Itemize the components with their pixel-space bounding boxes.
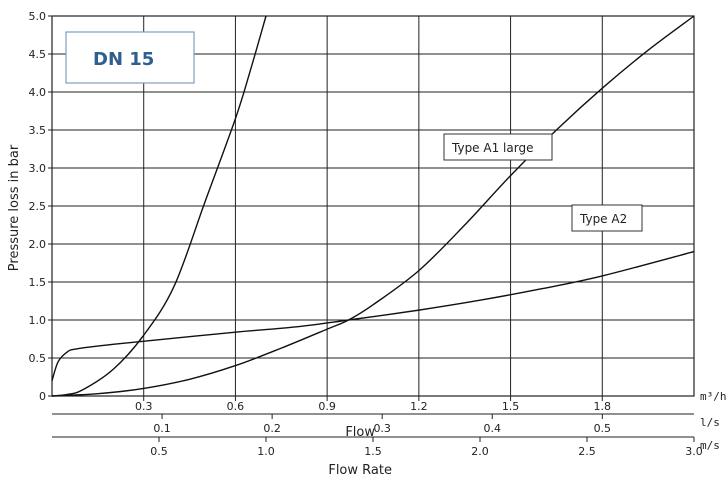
x-axis-unit: l/s xyxy=(700,416,720,429)
y-tick-label: 1.5 xyxy=(29,276,47,289)
x-tick-label: 0.2 xyxy=(263,422,281,435)
type-a1-large-label: Type A1 large xyxy=(451,141,533,155)
x-tick-label: 0.5 xyxy=(594,422,612,435)
x-tick-label: 1.2 xyxy=(410,400,428,413)
x-tick-label: 0.3 xyxy=(373,422,391,435)
x-tick-label: 3.0 xyxy=(685,445,703,458)
type-a1-large-curve xyxy=(51,15,695,397)
x-tick-label: 0.5 xyxy=(150,445,168,458)
x-tick-label: 1.0 xyxy=(257,445,275,458)
y-tick-label: 5.0 xyxy=(29,10,47,23)
x-tick-label: 2.0 xyxy=(471,445,489,458)
x-tick-label: 0.3 xyxy=(135,400,153,413)
x-axis-title: Flow Rate xyxy=(328,463,392,478)
x-tick-label: 1.5 xyxy=(364,445,382,458)
dn-badge-label: DN 15 xyxy=(93,49,154,70)
y-tick-labels: 0 0.5 1.0 1.5 2.0 2.5 3.0 3.5 4.0 4.5 5.0 xyxy=(29,10,47,403)
x-tick-label: 1.5 xyxy=(502,400,520,413)
x-axis-title: Flow xyxy=(345,425,375,440)
x-tick-label: 0.1 xyxy=(153,422,171,435)
curves xyxy=(51,15,695,397)
type-a2-label: Type A2 xyxy=(579,212,627,226)
dn-badge-box xyxy=(65,31,195,84)
y-tick-label: 3.5 xyxy=(29,124,47,137)
y-tick-label: 4.0 xyxy=(29,86,47,99)
y-tick-label: 4.5 xyxy=(29,48,47,61)
x-tick-label: 0.6 xyxy=(227,400,245,413)
x-tick-label: 1.8 xyxy=(594,400,612,413)
y-tick-label: 1.0 xyxy=(29,314,47,327)
type-a2-curve xyxy=(51,250,695,382)
y-tick-label: 2.5 xyxy=(29,200,47,213)
y-tick-label: 0 xyxy=(39,390,46,403)
x-axis-unit: m³/h xyxy=(700,390,727,403)
type-a1-large-label-box xyxy=(443,133,553,161)
x-tick-label: 2.5 xyxy=(578,445,596,458)
x-tick-label: 0.9 xyxy=(318,400,336,413)
y-tick-label: 0.5 xyxy=(29,352,47,365)
y-tick-label: 3.0 xyxy=(29,162,47,175)
x-tick-label: 0.4 xyxy=(484,422,502,435)
x-axes: 0.3 0.6 0.9 1.2 1.5 1.8 m³/h 0.1 0.2 0.3 0.4 0.5 l/s… xyxy=(52,390,727,478)
chart-frame xyxy=(51,15,695,397)
y-axis-title: Pressure loss in bar xyxy=(7,144,22,271)
x-axis-unit: m/s xyxy=(700,439,720,452)
type-a2-label-box xyxy=(571,204,643,232)
y-tick-label: 2.0 xyxy=(29,238,47,251)
plot-border xyxy=(51,15,695,397)
steep-curve xyxy=(51,15,267,397)
